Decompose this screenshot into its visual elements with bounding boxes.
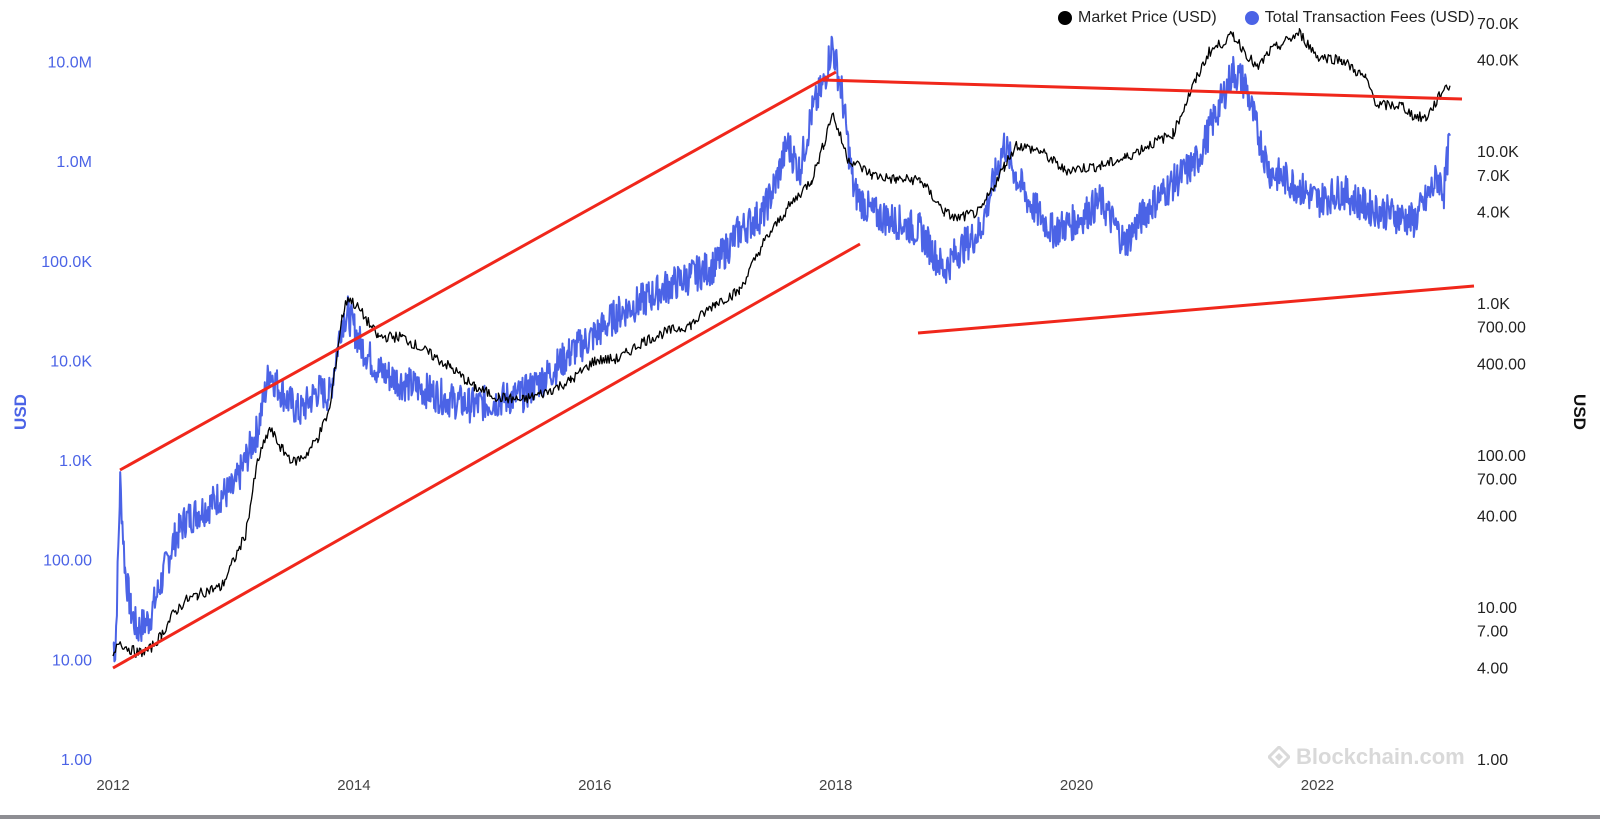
legend-label-market-price: Market Price (USD) (1078, 9, 1217, 26)
right-tick-label: 4.00 (1477, 661, 1508, 678)
y-axis-label-left: USD (11, 394, 30, 430)
transaction-fees-dot-icon (1244, 11, 1259, 25)
legend: Market Price (USD) Total Transaction Fee… (1058, 9, 1475, 27)
right-tick-label: 10.0K (1477, 144, 1519, 161)
left-tick-label: 10.0K (50, 353, 92, 370)
x-axis: 2012 2014 2016 2018 2020 2022 (96, 777, 1334, 794)
trendline-upper-channel (119, 70, 837, 472)
left-axis: 1.00 10.00 100.00 1.0K 10.0K 100.0K 1.0M 10.0M (41, 55, 92, 769)
right-tick-label: 4.0K (1477, 205, 1510, 222)
right-tick-label: 1.0K (1477, 296, 1510, 313)
right-tick-label: 40.00 (1477, 509, 1517, 526)
y-axis-label-right: USD (1570, 394, 1589, 430)
market-price-dot-icon (1058, 11, 1072, 25)
x-tick-label: 2012 (96, 777, 129, 794)
series-line-transaction-fees (112, 35, 1451, 663)
left-tick-label: 100.00 (43, 553, 92, 570)
right-tick-label: 7.0K (1477, 168, 1510, 185)
left-tick-label: 10.0M (48, 55, 92, 72)
legend-item-market-price[interactable]: Market Price (USD) (1058, 9, 1217, 27)
legend-label-transaction-fees: Total Transaction Fees (USD) (1264, 9, 1475, 26)
series-layer (112, 28, 1451, 663)
trendlines (112, 70, 1475, 670)
trendline-lower-channel (112, 242, 861, 670)
left-tick-label: 1.00 (61, 752, 92, 769)
right-tick-label: 40.0K (1477, 53, 1519, 70)
watermark-text: Blockchain.com (1296, 744, 1465, 769)
right-tick-label: 10.00 (1477, 600, 1517, 617)
x-tick-label: 2014 (337, 777, 370, 794)
trendline-lower-rising (917, 284, 1475, 335)
x-tick-label: 2016 (578, 777, 611, 794)
left-tick-label: 1.0M (56, 154, 92, 171)
right-tick-label: 7.00 (1477, 624, 1508, 641)
left-tick-label: 1.0K (59, 453, 92, 470)
right-tick-label: 700.00 (1477, 320, 1526, 337)
trendline-upper-flat (822, 78, 1463, 101)
right-tick-label: 70.0K (1477, 16, 1519, 33)
blockchain-logo-icon (1268, 746, 1290, 768)
x-tick-label: 2018 (819, 777, 852, 794)
right-tick-label: 100.00 (1477, 448, 1526, 465)
right-tick-label: 70.00 (1477, 472, 1517, 489)
x-tick-label: 2020 (1060, 777, 1093, 794)
right-axis: 1.00 4.00 7.00 10.00 40.00 70.00 100.00 400.00 7… (1477, 16, 1526, 769)
right-tick-label: 400.00 (1477, 357, 1526, 374)
left-tick-label: 100.0K (41, 254, 92, 271)
x-tick-label: 2022 (1301, 777, 1334, 794)
series-line-market-price (112, 28, 1451, 658)
bottom-scrollbar (0, 815, 1600, 819)
watermark: Blockchain.com (1268, 744, 1465, 770)
legend-item-transaction-fees[interactable]: Total Transaction Fees (USD) (1244, 9, 1475, 27)
right-tick-label: 1.00 (1477, 752, 1508, 769)
left-tick-label: 10.00 (52, 652, 92, 669)
